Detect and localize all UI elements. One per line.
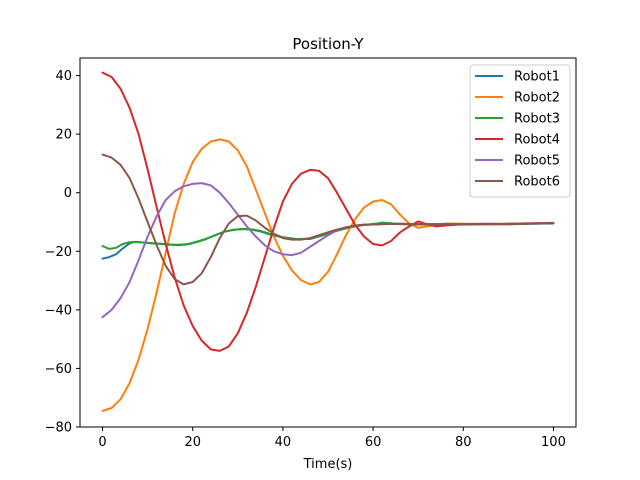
y-tick-label: −20 (45, 245, 72, 260)
y-axis: −80 −60 −40 −20 0 20 40 (45, 69, 80, 436)
legend-label-robot5: Robot5 (514, 154, 560, 169)
x-tick-label: 80 (455, 435, 472, 450)
chart-title: Position-Y (292, 35, 364, 53)
legend: Robot1 Robot2 Robot3 Robot4 Robot5 Robot6 (469, 64, 571, 198)
series-line-robot5 (101, 182, 555, 319)
legend-label-robot4: Robot4 (514, 133, 560, 148)
y-tick-label: 40 (55, 69, 72, 84)
y-tick-label: 20 (55, 128, 72, 143)
legend-label-robot3: Robot3 (514, 112, 560, 127)
x-tick-label: 0 (98, 435, 106, 450)
plot-frame (79, 57, 577, 428)
y-tick-label: −80 (45, 421, 72, 436)
y-tick-label: −60 (45, 362, 72, 377)
y-tick-label: 0 (64, 186, 72, 201)
x-axis-title: Time(s) (303, 457, 353, 472)
series-line-robot6 (101, 153, 555, 286)
x-tick-label: 100 (541, 435, 566, 450)
x-tick-label: 60 (365, 435, 382, 450)
series-layer (101, 71, 555, 412)
x-axis: 0 20 40 60 80 100 (98, 427, 566, 450)
legend-label-robot2: Robot2 (514, 91, 560, 106)
y-tick-label: −40 (45, 303, 72, 318)
x-tick-label: 40 (275, 435, 292, 450)
legend-label-robot1: Robot1 (514, 70, 560, 85)
x-tick-label: 20 (184, 435, 201, 450)
legend-label-robot6: Robot6 (514, 175, 560, 190)
